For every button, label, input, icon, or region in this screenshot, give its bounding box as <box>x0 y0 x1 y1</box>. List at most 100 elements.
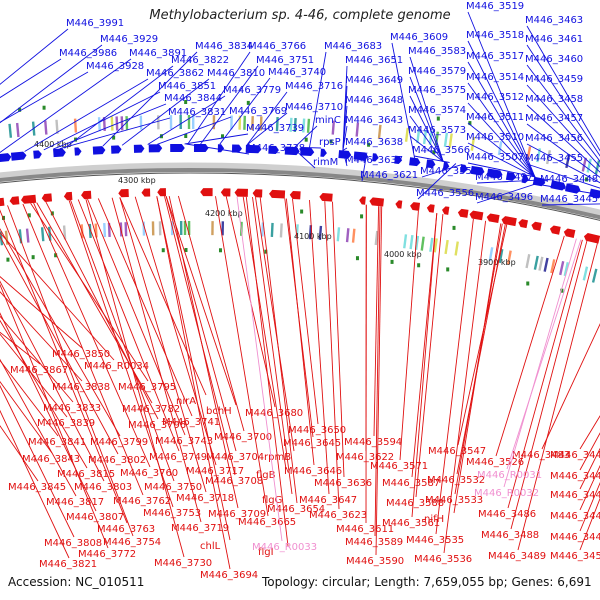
reverse-gene-label: M446_3526 <box>466 457 524 468</box>
forward-leader-line <box>0 58 132 153</box>
cog-stripe <box>345 228 350 243</box>
forward-gene-label: M446_3514 <box>466 72 524 83</box>
cog-stripe <box>151 221 155 236</box>
reverse-gene-label: M446_3795 <box>118 382 176 393</box>
forward-leader-line <box>409 95 444 162</box>
forward-leader-line <box>0 71 89 123</box>
reverse-gene-arrow <box>118 189 129 198</box>
reverse-leader-line <box>517 243 598 551</box>
forward-leader-line <box>467 162 535 178</box>
reverse-gene-arrow <box>442 206 450 215</box>
forward-gene-arrow <box>300 147 315 157</box>
forward-gene-label: M446_3458 <box>525 94 583 105</box>
reverse-gene-label: M446_3845 <box>8 482 66 493</box>
cog-stripe <box>191 114 195 130</box>
backbone-edge <box>0 172 600 221</box>
cog-stripe <box>18 229 23 244</box>
reverse-gene-label: M446_3443 <box>550 471 600 482</box>
reverse-gene-label: M446_3488 <box>481 530 539 541</box>
reverse-gene-label: M446_3636 <box>314 478 372 489</box>
forward-leader-line <box>467 61 536 178</box>
reverse-gene-arrow <box>583 233 600 244</box>
forward-gene-label: M446_3986 <box>59 48 117 59</box>
forward-gene-label: M446_3769 <box>229 106 287 117</box>
reverse-leader-line <box>0 235 119 455</box>
forward-gene-label: minC <box>315 115 341 126</box>
forward-gene-arrow <box>372 153 379 162</box>
reverse-gene-arrow <box>289 190 301 200</box>
reverse-gene-label: M446_3730 <box>154 558 212 569</box>
reverse-leader-line <box>0 319 88 469</box>
cog-stripe <box>44 120 48 135</box>
reverse-leader-line <box>0 283 109 549</box>
forward-leader-line <box>24 78 149 152</box>
forward-leader-line <box>476 179 550 204</box>
reverse-gene-label: M446_3772 <box>78 549 136 560</box>
reverse-leader-line <box>0 228 121 437</box>
forward-leader-line <box>409 135 444 162</box>
kbp-tick-label: 4400 kbp <box>34 140 72 149</box>
accession-label: Accession: NC_010511 <box>8 575 145 589</box>
forward-gene-label: M446_3651 <box>345 55 403 66</box>
reverse-gene-arrow <box>41 193 53 202</box>
forward-gene-arrow <box>231 144 242 153</box>
forward-leader-line <box>467 40 536 178</box>
cog-stripe <box>302 118 306 133</box>
forward-leader-line <box>526 143 600 184</box>
reverse-leader-line <box>579 415 600 450</box>
reverse-gene-label: M446_3587 <box>382 478 440 489</box>
cog-stripe <box>409 235 414 250</box>
reverse-gene-arrow <box>0 197 5 207</box>
reverse-leader-line <box>579 432 600 471</box>
reverse-gene-label: M446_3623 <box>309 510 367 521</box>
reverse-leader-line <box>45 201 159 420</box>
cog-stripe <box>470 136 476 151</box>
reverse-gene-label: M446_3694 <box>200 570 258 581</box>
forward-leader-line <box>294 125 318 148</box>
forward-gene-label: M446_3558 <box>420 166 478 177</box>
forward-gene-label: M446_3929 <box>100 34 158 45</box>
forward-leader-line <box>409 76 444 162</box>
reverse-leader-line <box>375 206 383 556</box>
reverse-gene-label: M446_3622 <box>336 452 394 463</box>
gc-dot <box>390 259 394 264</box>
kbp-tick-label: 4100 kbp <box>294 232 332 241</box>
forward-leader-line <box>526 64 600 162</box>
forward-leader-line <box>0 58 62 99</box>
reverse-gene-label: M446_3762 <box>113 496 171 507</box>
reverse-gene-label: M446_3536 <box>414 554 472 565</box>
gc-dot <box>355 256 359 261</box>
reverse-leader-line <box>165 196 237 406</box>
forward-gene-label: M446_3510 <box>466 132 524 143</box>
gc-dot <box>50 211 54 216</box>
rna-gene-label: M446_R0032 <box>474 488 539 499</box>
gc-dot <box>367 142 371 147</box>
forward-leader-line <box>467 102 536 178</box>
forward-leader-line <box>342 147 348 151</box>
cog-stripe <box>8 123 13 138</box>
forward-leader-line <box>417 163 457 200</box>
gc-dot <box>360 214 364 219</box>
forward-gene-label: M446_3991 <box>66 18 124 29</box>
forward-gene-label: M446_3463 <box>525 15 583 26</box>
reverse-gene-label: M446_3709 <box>208 509 266 520</box>
reverse-gene-label: M446_3532 <box>427 475 485 486</box>
forward-leader-line <box>413 155 450 163</box>
cog-stripe <box>25 228 30 243</box>
reverse-gene-label: M446_3589 <box>345 537 403 548</box>
forward-leader-line <box>467 11 536 178</box>
forward-gene-arrow <box>92 146 106 155</box>
rna-leader-line <box>506 239 582 470</box>
forward-leader-line <box>526 123 600 178</box>
gc-dot <box>1 215 5 220</box>
reverse-gene-label: M446_3704 <box>206 452 264 463</box>
forward-gene-label: M446_3648 <box>345 95 403 106</box>
forward-leader-line <box>541 203 600 206</box>
reverse-leader-line <box>156 196 231 541</box>
reverse-leader-line <box>579 447 600 490</box>
reverse-gene-label: M446_R0034 <box>84 361 149 372</box>
reverse-leader-line <box>0 275 83 349</box>
cog-stripe <box>179 220 183 236</box>
reverse-gene-label: M446_3654 <box>267 504 325 515</box>
reverse-leader-line <box>215 196 269 517</box>
